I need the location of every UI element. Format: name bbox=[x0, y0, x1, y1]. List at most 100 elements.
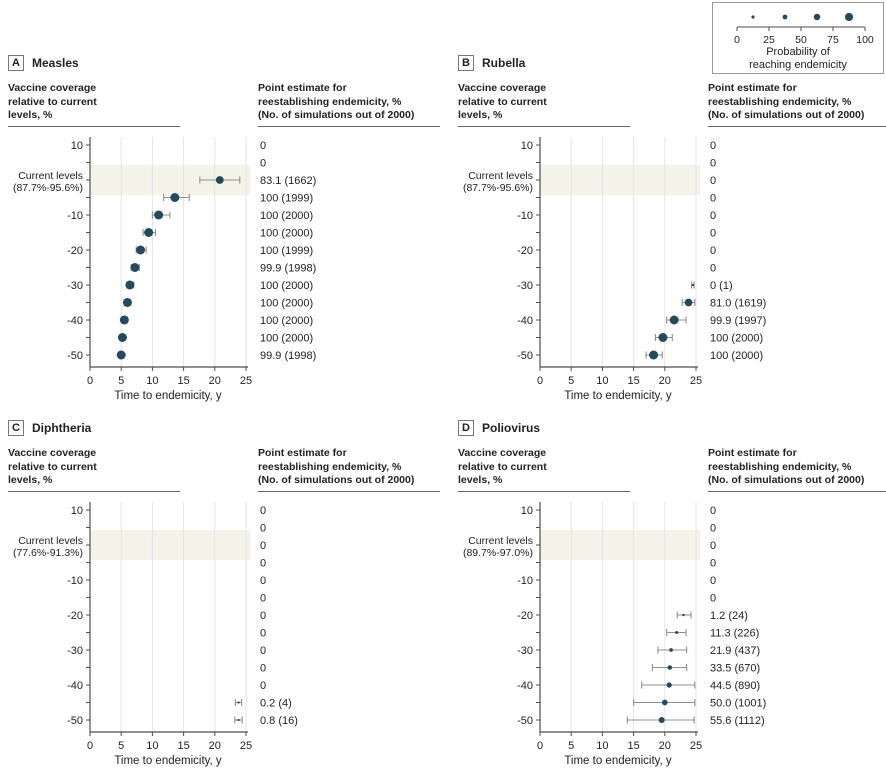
forest-plot-diphtheria: 10 0 0 Current levels(77.6%-91.3%) 0 0 -10 0 0 -2… bbox=[13, 502, 298, 767]
svg-text:Current levels: Current levels bbox=[18, 535, 83, 547]
panel-measles: A Measles Vaccine coverage relative to c… bbox=[8, 55, 440, 421]
svg-text:10: 10 bbox=[146, 740, 158, 752]
svg-text:100 (2000): 100 (2000) bbox=[260, 210, 313, 222]
panel-d-header: D Poliovirus bbox=[458, 420, 540, 436]
svg-text:0: 0 bbox=[537, 740, 543, 752]
svg-text:99.9 (1998): 99.9 (1998) bbox=[260, 263, 316, 275]
svg-text:0: 0 bbox=[710, 523, 716, 535]
svg-text:0: 0 bbox=[710, 193, 716, 205]
svg-text:5: 5 bbox=[118, 375, 124, 387]
svg-text:-40: -40 bbox=[67, 680, 83, 692]
svg-text:-50: -50 bbox=[517, 350, 533, 362]
svg-text:0: 0 bbox=[710, 505, 716, 517]
forest-plot-poliovirus: 10 0 0 Current levels(89.7%-97.0%) 0 0 -10 0 0 -2… bbox=[463, 502, 766, 767]
svg-text:Time to endemicity, y: Time to endemicity, y bbox=[564, 390, 672, 402]
svg-text:-40: -40 bbox=[67, 315, 83, 327]
svg-text:-30: -30 bbox=[67, 645, 83, 657]
values-header: Point estimate for reestablishing endemi… bbox=[708, 447, 886, 492]
svg-text:100 (2000): 100 (2000) bbox=[710, 350, 763, 362]
svg-text:0: 0 bbox=[260, 558, 266, 570]
svg-text:100 (2000): 100 (2000) bbox=[260, 315, 313, 327]
svg-text:-50: -50 bbox=[517, 715, 533, 727]
svg-text:10: 10 bbox=[71, 505, 83, 517]
panel-a-letter: A bbox=[8, 55, 24, 71]
y-axis-header: Vaccine coverage relative to current lev… bbox=[8, 447, 180, 492]
panel-c-letter: C bbox=[8, 420, 24, 436]
svg-text:10: 10 bbox=[596, 375, 608, 387]
panel-d-title: Poliovirus bbox=[482, 421, 541, 435]
svg-text:20: 20 bbox=[209, 740, 221, 752]
svg-text:81.0 (1619): 81.0 (1619) bbox=[710, 298, 766, 310]
svg-text:Current levels: Current levels bbox=[468, 535, 533, 547]
panel-b-letter: B bbox=[458, 55, 474, 71]
svg-text:0: 0 bbox=[260, 505, 266, 517]
y-axis-header: Vaccine coverage relative to current lev… bbox=[458, 82, 630, 127]
svg-text:0: 0 bbox=[87, 375, 93, 387]
svg-text:0: 0 bbox=[710, 263, 716, 275]
svg-text:10: 10 bbox=[146, 375, 158, 387]
panel-c-title: Diphtheria bbox=[32, 421, 92, 435]
svg-text:Time to endemicity, y: Time to endemicity, y bbox=[114, 390, 222, 402]
svg-text:15: 15 bbox=[627, 740, 639, 752]
svg-text:0: 0 bbox=[87, 740, 93, 752]
svg-text:0: 0 bbox=[710, 575, 716, 587]
svg-text:20: 20 bbox=[659, 740, 671, 752]
svg-text:10: 10 bbox=[521, 140, 533, 152]
svg-text:(87.7%-95.6%): (87.7%-95.6%) bbox=[13, 182, 83, 194]
svg-text:20: 20 bbox=[209, 375, 221, 387]
svg-text:0: 0 bbox=[710, 158, 716, 170]
svg-text:0: 0 bbox=[260, 140, 266, 152]
panel-d-letter: D bbox=[458, 420, 474, 436]
svg-text:99.9 (1998): 99.9 (1998) bbox=[260, 350, 316, 362]
svg-text:10: 10 bbox=[71, 140, 83, 152]
svg-text:0.8 (16): 0.8 (16) bbox=[260, 715, 298, 727]
svg-text:0: 0 bbox=[710, 175, 716, 187]
svg-text:0: 0 bbox=[734, 34, 740, 46]
svg-text:0: 0 bbox=[710, 245, 716, 257]
svg-text:-30: -30 bbox=[67, 280, 83, 292]
svg-text:-20: -20 bbox=[67, 610, 83, 622]
svg-text:0: 0 bbox=[260, 575, 266, 587]
svg-text:100 (2000): 100 (2000) bbox=[260, 333, 313, 345]
svg-text:-30: -30 bbox=[517, 280, 533, 292]
svg-text:25: 25 bbox=[690, 740, 702, 752]
svg-text:100 (1999): 100 (1999) bbox=[260, 193, 313, 205]
svg-text:(87.7%-95.6%): (87.7%-95.6%) bbox=[463, 182, 533, 194]
panel-c-header: C Diphtheria bbox=[8, 420, 91, 436]
svg-text:83.1 (1662): 83.1 (1662) bbox=[260, 175, 316, 187]
svg-text:15: 15 bbox=[177, 740, 189, 752]
svg-text:20: 20 bbox=[659, 375, 671, 387]
values-header: Point estimate for reestablishing endemi… bbox=[708, 82, 886, 127]
values-header: Point estimate for reestablishing endemi… bbox=[258, 447, 440, 492]
svg-text:15: 15 bbox=[627, 375, 639, 387]
svg-text:-40: -40 bbox=[517, 680, 533, 692]
svg-text:25: 25 bbox=[240, 740, 252, 752]
svg-text:0 (1): 0 (1) bbox=[710, 280, 733, 292]
svg-text:-50: -50 bbox=[67, 715, 83, 727]
svg-text:21.9 (437): 21.9 (437) bbox=[710, 645, 760, 657]
svg-text:100 (2000): 100 (2000) bbox=[260, 298, 313, 310]
svg-text:11.3 (226): 11.3 (226) bbox=[710, 628, 759, 640]
svg-text:25: 25 bbox=[763, 34, 775, 46]
svg-text:0.2 (4): 0.2 (4) bbox=[260, 698, 292, 710]
values-header: Point estimate for reestablishing endemi… bbox=[258, 82, 440, 127]
panel-a-header: A Measles bbox=[8, 55, 79, 71]
svg-text:0: 0 bbox=[260, 610, 266, 622]
svg-text:Time to endemicity, y: Time to endemicity, y bbox=[564, 755, 672, 767]
probability-legend: 0 25 50 75 100 Probability of reaching endem… bbox=[712, 2, 884, 74]
panel-a-title: Measles bbox=[32, 56, 79, 70]
svg-text:0: 0 bbox=[260, 523, 266, 535]
panel-diphtheria: C Diphtheria Vaccine coverage relative t… bbox=[8, 420, 440, 784]
svg-text:75: 75 bbox=[827, 34, 839, 46]
svg-text:0: 0 bbox=[710, 228, 716, 240]
svg-text:44.5 (890): 44.5 (890) bbox=[710, 680, 760, 692]
svg-text:0: 0 bbox=[260, 645, 266, 657]
svg-text:1.2 (24): 1.2 (24) bbox=[710, 610, 748, 622]
svg-text:Time to endemicity, y: Time to endemicity, y bbox=[114, 755, 222, 767]
svg-text:-30: -30 bbox=[517, 645, 533, 657]
svg-text:25: 25 bbox=[690, 375, 702, 387]
forest-plot-measles: 10 0 0 Current levels(87.7%-95.6%) 83.1 (166… bbox=[13, 137, 316, 402]
svg-text:100 (2000): 100 (2000) bbox=[260, 228, 313, 240]
svg-text:100 (1999): 100 (1999) bbox=[260, 245, 313, 257]
